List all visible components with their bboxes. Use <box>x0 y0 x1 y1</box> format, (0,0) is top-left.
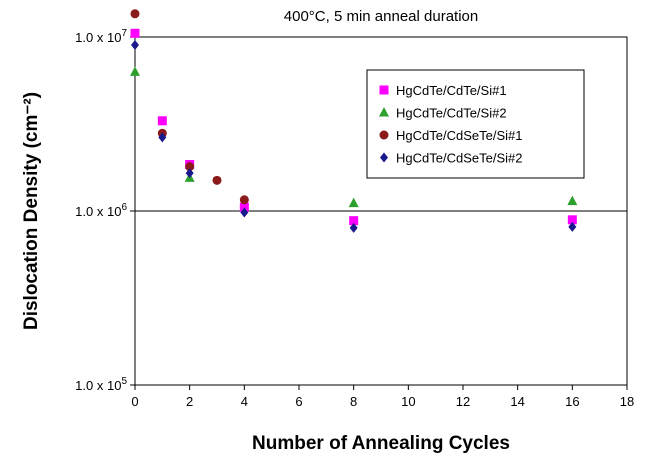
y-tick-label: 1.0 x 105 <box>75 376 127 393</box>
y-axis-ticks: 1.0 x 105 1.0 x 106 1.0 x 107 <box>75 28 135 393</box>
data-point-series-1 <box>157 116 167 126</box>
legend-label-1: HgCdTe/CdTe/Si#1 <box>396 83 507 98</box>
data-point-series-4 <box>131 39 139 50</box>
x-axis-ticks: 0 2 4 6 8 10 12 14 16 18 <box>131 385 634 409</box>
data-point-series-4 <box>185 168 194 179</box>
legend-marker-2 <box>379 107 389 117</box>
legend-marker-3 <box>379 130 389 140</box>
data-point-series-1 <box>239 202 249 212</box>
x-tick-label: 8 <box>350 394 357 409</box>
data-point-series-2 <box>348 197 359 208</box>
data-point-series-4 <box>240 207 249 218</box>
data-point-series-3 <box>212 175 222 185</box>
y-tick-label: 1.0 x 106 <box>75 202 127 219</box>
legend-label-4: HgCdTe/CdSeTe/Si#2 <box>396 151 522 166</box>
legend-marker-4 <box>380 152 388 163</box>
chart-title: 400°C, 5 min anneal duration <box>284 8 478 25</box>
x-tick-label: 16 <box>565 394 579 409</box>
legend: HgCdTe/CdTe/Si#1 HgCdTe/CdTe/Si#2 HgCdTe/C… <box>366 69 585 179</box>
x-tick-label: 0 <box>131 394 138 409</box>
y-axis-title: Dislocation Density (cm⁻²) <box>21 92 42 330</box>
data-point-series-4 <box>349 222 358 233</box>
data-point-series-2 <box>567 195 578 206</box>
x-tick-label: 10 <box>401 394 415 409</box>
legend-box <box>366 69 585 179</box>
legend-label-3: HgCdTe/CdSeTe/Si#1 <box>396 128 522 143</box>
data-point-series-4 <box>568 221 577 232</box>
x-tick-label: 18 <box>620 394 634 409</box>
x-tick-label: 4 <box>241 394 248 409</box>
data-points <box>130 9 578 233</box>
x-tick-label: 2 <box>186 394 193 409</box>
data-point-series-1 <box>130 28 140 38</box>
data-point-series-3 <box>185 162 195 172</box>
data-point-series-3 <box>130 9 140 19</box>
data-point-series-2 <box>130 66 140 76</box>
data-point-series-3 <box>239 195 249 205</box>
data-point-series-4 <box>158 132 167 143</box>
legend-marker-1 <box>379 85 389 95</box>
data-point-series-1 <box>349 216 359 226</box>
x-axis-title: Number of Annealing Cycles <box>252 433 510 454</box>
legend-label-2: HgCdTe/CdTe/Si#2 <box>396 106 507 121</box>
x-tick-label: 14 <box>510 394 524 409</box>
x-tick-label: 12 <box>456 394 470 409</box>
data-point-series-1 <box>567 215 577 225</box>
x-tick-label: 6 <box>295 394 302 409</box>
y-tick-label: 1.0 x 107 <box>75 28 127 45</box>
